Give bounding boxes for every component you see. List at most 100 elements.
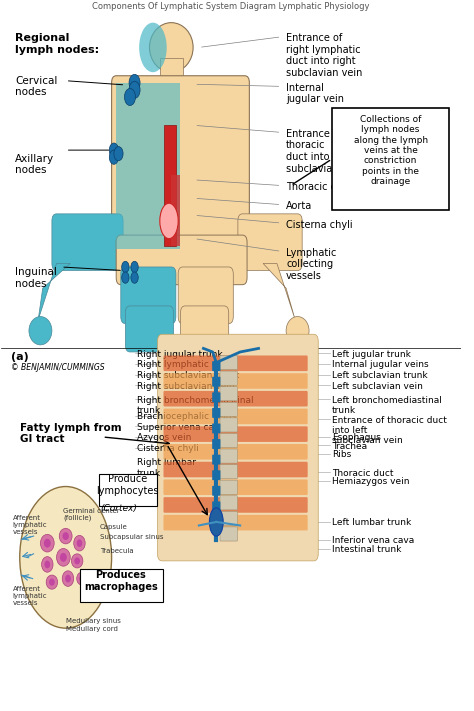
Text: (Cortex): (Cortex) xyxy=(100,504,137,513)
Ellipse shape xyxy=(160,203,178,239)
Text: Trachea: Trachea xyxy=(332,442,367,451)
Text: Right jugular trunk: Right jugular trunk xyxy=(137,350,222,359)
Ellipse shape xyxy=(63,533,69,540)
Circle shape xyxy=(131,272,138,283)
FancyBboxPatch shape xyxy=(121,267,176,324)
Text: Produces
macrophages: Produces macrophages xyxy=(84,570,158,592)
Circle shape xyxy=(114,146,123,161)
FancyBboxPatch shape xyxy=(212,470,220,480)
FancyBboxPatch shape xyxy=(181,306,228,352)
Text: Trabecula: Trabecula xyxy=(100,548,134,554)
FancyBboxPatch shape xyxy=(220,387,237,401)
Polygon shape xyxy=(263,264,295,320)
Circle shape xyxy=(122,262,129,272)
Text: Right lymphatic duct: Right lymphatic duct xyxy=(137,360,232,370)
Text: Brachiocephalic veins: Brachiocephalic veins xyxy=(137,412,236,421)
FancyBboxPatch shape xyxy=(52,214,123,270)
Text: Intestinal trunk: Intestinal trunk xyxy=(332,545,401,555)
Text: Cisterna chyli: Cisterna chyli xyxy=(286,220,353,230)
Bar xyxy=(332,107,449,210)
Text: Axillary
nodes: Axillary nodes xyxy=(15,154,55,175)
FancyBboxPatch shape xyxy=(164,515,308,530)
Text: (a): (a) xyxy=(10,352,28,362)
Ellipse shape xyxy=(286,316,309,345)
Text: Regional
lymph nodes:: Regional lymph nodes: xyxy=(15,33,99,55)
Ellipse shape xyxy=(45,560,50,568)
FancyBboxPatch shape xyxy=(164,479,308,495)
Text: Produce
lymphocytes: Produce lymphocytes xyxy=(96,474,159,496)
Ellipse shape xyxy=(72,554,83,568)
Ellipse shape xyxy=(40,535,54,552)
Ellipse shape xyxy=(77,572,87,585)
Ellipse shape xyxy=(139,23,167,73)
FancyBboxPatch shape xyxy=(212,361,220,371)
Text: Capsule: Capsule xyxy=(100,524,128,530)
Text: Internal
jugular vein: Internal jugular vein xyxy=(286,83,344,105)
Ellipse shape xyxy=(65,574,71,582)
Text: Left subclavian trunk: Left subclavian trunk xyxy=(332,371,428,380)
Text: © BENJAMIN/CUMMINGS: © BENJAMIN/CUMMINGS xyxy=(10,363,104,372)
Text: Right lumbar
trunk: Right lumbar trunk xyxy=(137,458,196,478)
FancyBboxPatch shape xyxy=(116,83,181,250)
Polygon shape xyxy=(38,264,70,320)
Text: Right bronchomediastinal
trunk: Right bronchomediastinal trunk xyxy=(137,396,254,415)
FancyBboxPatch shape xyxy=(164,444,308,459)
FancyBboxPatch shape xyxy=(164,427,308,442)
Ellipse shape xyxy=(79,575,84,582)
FancyBboxPatch shape xyxy=(126,306,173,352)
Text: Inferior vena cava: Inferior vena cava xyxy=(332,536,414,545)
FancyBboxPatch shape xyxy=(220,527,237,541)
Circle shape xyxy=(125,88,136,105)
Text: Esophagus: Esophagus xyxy=(332,434,381,442)
Text: Azygos vein: Azygos vein xyxy=(137,434,191,442)
Text: Left jugular trunk: Left jugular trunk xyxy=(332,350,411,359)
Text: Superior vena cava: Superior vena cava xyxy=(137,423,225,432)
FancyBboxPatch shape xyxy=(212,439,220,449)
FancyBboxPatch shape xyxy=(212,392,220,402)
Ellipse shape xyxy=(77,539,82,547)
FancyBboxPatch shape xyxy=(178,267,233,324)
Circle shape xyxy=(109,150,118,164)
Text: Hemiazygos vein: Hemiazygos vein xyxy=(332,477,410,486)
Text: Internal jugular veins: Internal jugular veins xyxy=(332,360,428,370)
Text: Germinal center
(follicle): Germinal center (follicle) xyxy=(64,508,120,521)
Ellipse shape xyxy=(46,575,58,589)
Text: Afferent
lymphatic
vessels: Afferent lymphatic vessels xyxy=(13,586,47,606)
Text: Medullary sinus: Medullary sinus xyxy=(66,618,120,624)
Ellipse shape xyxy=(59,528,72,544)
Text: Entrance of
thoracic
duct into left
subclavian vein: Entrance of thoracic duct into left subc… xyxy=(286,129,363,173)
FancyBboxPatch shape xyxy=(220,434,237,447)
Ellipse shape xyxy=(29,316,52,345)
FancyBboxPatch shape xyxy=(220,371,237,385)
FancyBboxPatch shape xyxy=(164,409,308,424)
Text: Left lumbar trunk: Left lumbar trunk xyxy=(332,518,411,528)
Text: Thoracic duct: Thoracic duct xyxy=(332,469,393,478)
FancyBboxPatch shape xyxy=(164,391,308,407)
FancyBboxPatch shape xyxy=(160,58,183,86)
FancyBboxPatch shape xyxy=(220,464,237,479)
Circle shape xyxy=(20,486,111,628)
FancyBboxPatch shape xyxy=(220,496,237,510)
Ellipse shape xyxy=(74,557,80,565)
FancyBboxPatch shape xyxy=(220,418,237,432)
FancyBboxPatch shape xyxy=(164,461,308,477)
FancyBboxPatch shape xyxy=(220,402,237,417)
Ellipse shape xyxy=(62,571,74,587)
Circle shape xyxy=(129,82,140,98)
FancyBboxPatch shape xyxy=(212,501,220,511)
FancyBboxPatch shape xyxy=(157,334,318,561)
FancyBboxPatch shape xyxy=(212,377,220,387)
Text: Subcapsular sinus: Subcapsular sinus xyxy=(100,534,164,540)
FancyBboxPatch shape xyxy=(220,356,237,370)
FancyBboxPatch shape xyxy=(212,454,220,464)
FancyBboxPatch shape xyxy=(164,373,308,389)
FancyBboxPatch shape xyxy=(1,1,461,348)
FancyBboxPatch shape xyxy=(111,76,249,257)
Text: Lymphatic
collecting
vessels: Lymphatic collecting vessels xyxy=(286,248,337,281)
Text: Aorta: Aorta xyxy=(286,201,312,211)
Text: Entrance of
right lymphatic
duct into right
subclavian vein: Entrance of right lymphatic duct into ri… xyxy=(286,33,363,78)
Text: Afferent
lymphatic
vessels: Afferent lymphatic vessels xyxy=(13,515,47,535)
Text: Cervical
nodes: Cervical nodes xyxy=(15,76,57,97)
Text: Right subclavian trunk: Right subclavian trunk xyxy=(137,371,239,380)
Text: Left subclavian vein: Left subclavian vein xyxy=(332,382,423,391)
